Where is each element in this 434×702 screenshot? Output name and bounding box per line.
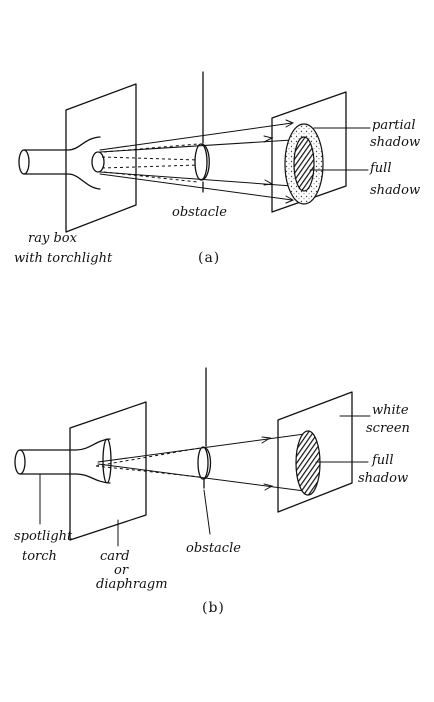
caption-b: (b): [202, 600, 225, 616]
diagram-a: partial shadow full shadow obstacle ray …: [14, 71, 420, 266]
arrowheads-b: [261, 436, 274, 491]
screen-a: [271, 91, 347, 213]
label-raybox-a: ray box: [28, 231, 78, 246]
label-white-b: white: [372, 403, 409, 418]
caption-a: (a): [198, 250, 220, 266]
label-partial-a: partial: [372, 118, 416, 133]
label-full-shadow-a: shadow: [370, 183, 420, 198]
raybox-card-a: [65, 83, 137, 233]
label-or-b: or: [114, 563, 129, 578]
label-screen-b: screen: [366, 421, 410, 436]
label-card-b: card: [100, 549, 130, 564]
ray-lines-b: [97, 432, 313, 493]
label-obstacle-b: obstacle: [186, 541, 241, 556]
full-shadow-a: [293, 136, 315, 192]
torch-b: [14, 438, 112, 484]
label-obstacle-a: obstacle: [172, 205, 227, 220]
full-shadow-b: [295, 430, 321, 496]
ray-lines-a: [99, 122, 293, 201]
label-full-a: full: [369, 161, 392, 176]
white-screen-b: [277, 391, 353, 513]
obstacle-disc-b: [197, 446, 212, 480]
card-diaphragm-b: [69, 401, 147, 541]
label-full-shadow-b: shadow: [358, 471, 408, 486]
label-torch-b: torch: [22, 549, 57, 564]
torch-a: [18, 136, 105, 190]
label-full-b: full: [371, 453, 394, 468]
label-diaphragm-b: diaphragm: [96, 577, 168, 592]
label-spotlight-b: spotlight: [14, 529, 73, 544]
obstacle-disc-a: [194, 143, 210, 181]
label-torchlight-a: with torchlight: [14, 251, 113, 266]
leader-obstacle-b: [203, 489, 211, 535]
label-partial-shadow-a: shadow: [370, 135, 420, 150]
diagram-b: white screen full shadow spotlight torch…: [14, 367, 410, 616]
arrowheads-a: [263, 119, 295, 204]
